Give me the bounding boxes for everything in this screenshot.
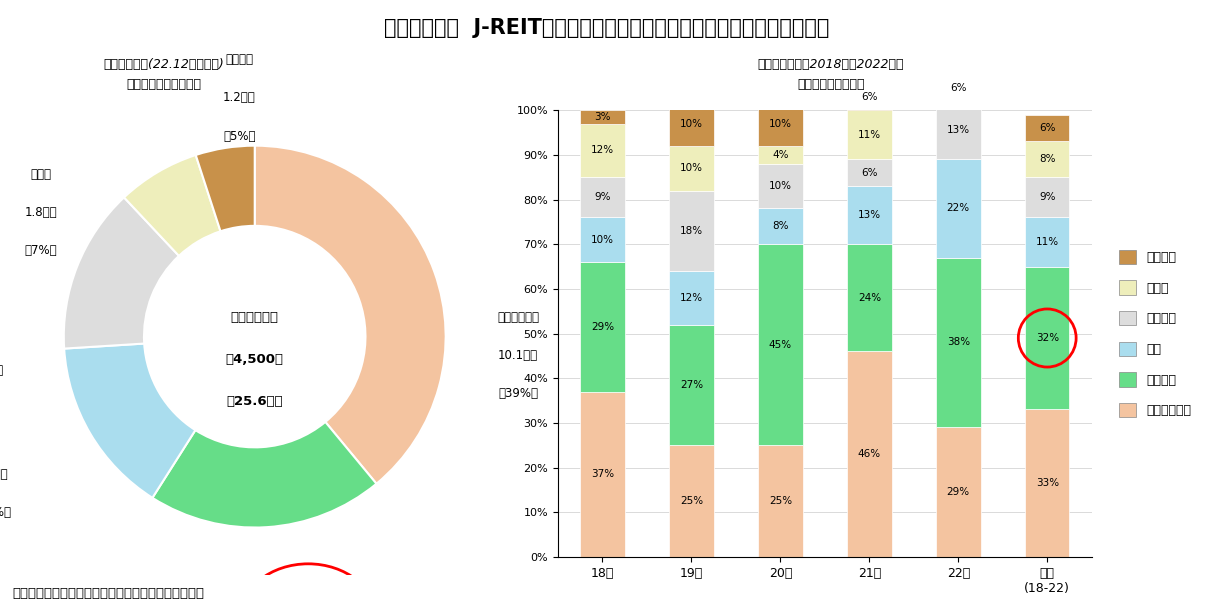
Bar [670, 324, 713, 446]
Bar [847, 186, 892, 244]
Bar [847, 83, 892, 110]
Text: （5%）: （5%） [223, 130, 256, 143]
Bar [1025, 177, 1070, 217]
Bar [1025, 409, 1070, 557]
Wedge shape [153, 422, 376, 528]
Text: 12%: 12% [679, 293, 704, 303]
Wedge shape [124, 155, 221, 256]
Text: 6%: 6% [1040, 123, 1055, 133]
Text: 約4,500棟: 約4,500棟 [226, 353, 284, 366]
Bar [580, 110, 625, 124]
Wedge shape [64, 198, 180, 349]
Wedge shape [195, 146, 255, 231]
Bar [936, 159, 980, 258]
Bar [758, 446, 803, 557]
Text: （7%）: （7%） [24, 244, 57, 257]
Text: 9%: 9% [1040, 192, 1055, 203]
Bar [936, 101, 980, 159]
Bar [847, 244, 892, 351]
Bar [936, 75, 980, 101]
Text: 底地など: 底地など [226, 53, 254, 66]
Text: 〇新規取得額（2018年～2022年）: 〇新規取得額（2018年～2022年） [758, 58, 904, 71]
Text: 33%: 33% [1036, 478, 1059, 488]
Text: （39%）: （39%） [499, 387, 539, 400]
Text: 10%: 10% [591, 235, 614, 245]
Text: 11%: 11% [1036, 237, 1059, 247]
Text: 1.8兆円: 1.8兆円 [24, 206, 57, 219]
Text: 13%: 13% [858, 210, 881, 220]
Text: 3.9兆円: 3.9兆円 [0, 468, 7, 480]
Text: 25%: 25% [769, 496, 792, 506]
Text: 18%: 18% [679, 226, 704, 236]
Text: 13%: 13% [946, 125, 970, 135]
Text: 29%: 29% [946, 487, 970, 497]
Text: （15%）: （15%） [0, 506, 11, 519]
Bar [1025, 141, 1070, 177]
Text: 38%: 38% [946, 337, 970, 348]
Text: オフィスビル: オフィスビル [497, 311, 540, 324]
Bar [670, 190, 713, 271]
Wedge shape [64, 343, 195, 498]
Bar [1025, 114, 1070, 141]
Text: 1.2兆円: 1.2兆円 [223, 91, 256, 105]
Wedge shape [255, 146, 445, 483]
Text: 8%: 8% [1040, 154, 1055, 164]
Text: 4%: 4% [773, 150, 788, 160]
Text: 3%: 3% [594, 112, 610, 122]
Bar [1025, 217, 1070, 267]
Bar [580, 124, 625, 177]
Text: 10%: 10% [769, 181, 792, 191]
Legend: 底地など, ホテル, 商業施設, 住宅, 物流施設, オフィスビル: 底地など, ホテル, 商業施設, 住宅, 物流施設, オフィスビル [1114, 245, 1196, 422]
Bar [670, 271, 713, 324]
Bar [758, 209, 803, 244]
Bar [670, 101, 713, 146]
Bar [758, 101, 803, 146]
Text: 12%: 12% [591, 146, 614, 155]
Bar [580, 262, 625, 392]
Text: 45%: 45% [769, 340, 792, 349]
Text: 10%: 10% [680, 163, 702, 173]
Text: （出所）開示資料をもとにニッセイ基礎研究所が作成: （出所）開示資料をもとにニッセイ基礎研究所が作成 [12, 587, 204, 600]
Text: 32%: 32% [1036, 333, 1059, 343]
Bar [936, 427, 980, 557]
Bar [847, 351, 892, 557]
Text: 25%: 25% [679, 496, 704, 506]
Text: 6%: 6% [861, 168, 877, 177]
Text: ＜タイプ別＞: ＜タイプ別＞ [230, 311, 279, 324]
Text: 9%: 9% [594, 192, 610, 203]
Text: 10.1兆円: 10.1兆円 [499, 349, 539, 362]
Text: 37%: 37% [591, 469, 614, 479]
Bar [580, 392, 625, 557]
Bar [847, 110, 892, 159]
Text: ［図表－３］  J-REITの保有不動産及び新規取得額（アセットタイプ別）: ［図表－３］ J-REITの保有不動産及び新規取得額（アセットタイプ別） [383, 18, 830, 39]
Text: 10%: 10% [769, 119, 792, 129]
Text: 8%: 8% [773, 222, 788, 231]
Text: 10%: 10% [680, 119, 702, 129]
Bar [758, 244, 803, 446]
Text: 27%: 27% [679, 380, 704, 390]
Text: （14%）: （14%） [0, 365, 4, 378]
Bar [580, 177, 625, 217]
Text: 〇保有不動産(22.12月末時点): 〇保有不動産(22.12月末時点) [103, 58, 224, 71]
Text: 約25.6兆円: 約25.6兆円 [227, 395, 283, 408]
Bar [758, 146, 803, 164]
Bar [580, 217, 625, 262]
Bar [1025, 266, 1070, 409]
Text: 11%: 11% [858, 130, 881, 140]
Text: （鑑定評価額ベース）: （鑑定評価額ベース） [126, 78, 201, 91]
Bar [936, 65, 980, 75]
Bar [670, 446, 713, 557]
Bar [758, 164, 803, 209]
Text: 46%: 46% [858, 449, 881, 459]
Text: 6%: 6% [950, 83, 967, 93]
Text: ホテル: ホテル [30, 168, 51, 181]
Text: 24%: 24% [858, 293, 881, 303]
Text: 29%: 29% [591, 322, 614, 332]
Bar [936, 258, 980, 427]
Bar [670, 146, 713, 190]
Text: （取得価格ベース）: （取得価格ベース） [797, 78, 865, 91]
Text: 6%: 6% [861, 92, 877, 102]
Text: 22%: 22% [946, 203, 970, 214]
Bar [847, 159, 892, 186]
